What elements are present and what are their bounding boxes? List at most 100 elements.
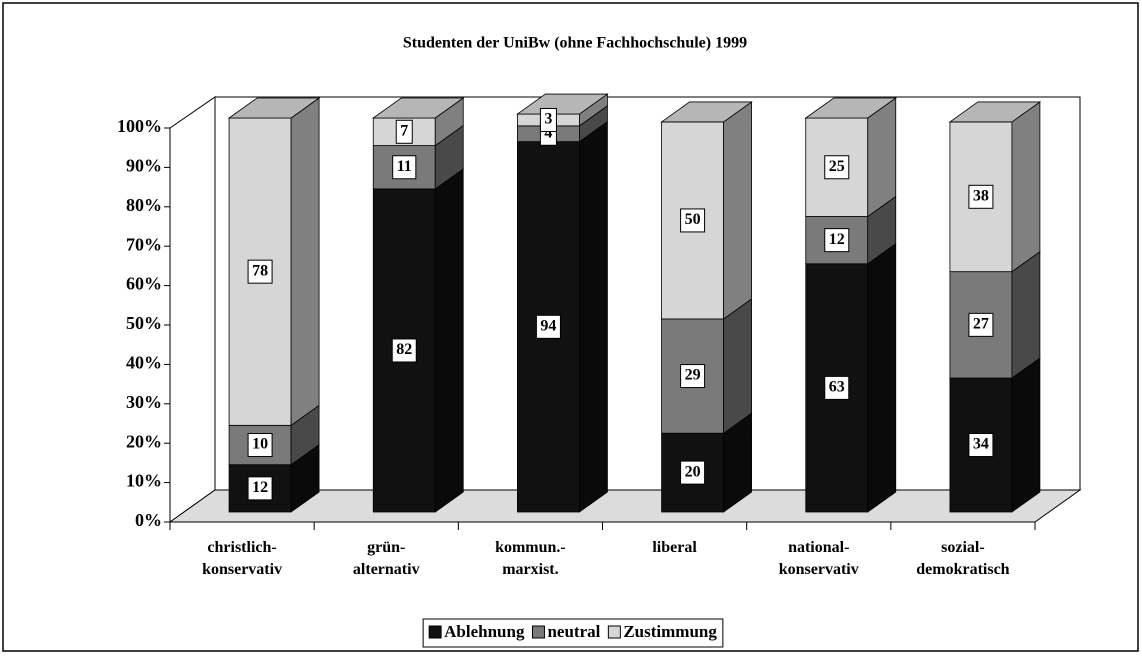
y-tick-label: 80%	[126, 195, 162, 215]
data-label: 34	[968, 433, 994, 458]
data-label: 7	[395, 119, 413, 144]
data-label-text: 12	[829, 231, 845, 248]
data-label-box	[539, 107, 557, 132]
data-label-text: 82	[396, 341, 412, 358]
y-tick-label: 30%	[126, 392, 162, 412]
chart-title: Studenten der UniBw (ohne Fachhochschule…	[403, 35, 747, 52]
data-label: 12	[247, 476, 273, 501]
data-label: 10	[247, 433, 273, 458]
y-tick-label: 20%	[126, 431, 162, 451]
data-label-text: 38	[973, 187, 989, 204]
data-label-text: 7	[400, 122, 408, 139]
data-label-box	[247, 433, 273, 458]
bar-side	[1011, 250, 1041, 379]
bar-top	[227, 97, 321, 119]
data-label-box	[395, 119, 413, 144]
bar-top	[804, 97, 897, 119]
bar-segment	[804, 97, 897, 218]
bar-side	[723, 298, 752, 434]
data-label: 94	[535, 314, 561, 339]
y-tick-label: 40%	[126, 353, 162, 373]
bar-segment	[372, 168, 464, 513]
data-label-box	[968, 312, 994, 337]
data-label-text: 4	[544, 124, 552, 141]
bar-side	[290, 97, 320, 427]
bar-segment	[660, 101, 753, 320]
data-label: 12	[824, 228, 850, 253]
data-label-box	[247, 259, 273, 284]
legend: Ablehnung neutral Zustimmung	[428, 622, 717, 641]
y-tick-label: 0%	[135, 510, 162, 530]
bar-side	[867, 97, 897, 218]
data-label-text: 94	[540, 317, 556, 334]
x-tick-label: kommun.-marxist.	[495, 539, 566, 578]
data-label-box	[680, 364, 706, 389]
x-tick-label: liberal	[652, 539, 697, 556]
data-label-text: 63	[829, 379, 845, 396]
bar-side	[867, 243, 897, 513]
x-tick-label: national-konservativ	[779, 539, 859, 578]
y-tick-label: 100%	[117, 116, 162, 136]
side-wall	[169, 96, 216, 523]
data-label-text: 12	[252, 479, 268, 496]
data-label: 27	[968, 312, 994, 337]
data-label-text: 34	[973, 436, 989, 453]
data-label: 25	[824, 155, 850, 180]
data-label: 82	[391, 338, 417, 363]
bar-top	[372, 97, 465, 119]
bar-side	[1011, 101, 1041, 273]
legend-label: Ablehnung	[444, 622, 525, 641]
legend-swatch	[428, 625, 442, 639]
data-label-text: 78	[252, 262, 268, 279]
y-tick-label: 90%	[126, 156, 162, 176]
y-tick-label: 70%	[126, 234, 162, 254]
data-label-text: 25	[829, 158, 845, 175]
bar-side	[579, 120, 608, 513]
data-label: 50	[680, 208, 706, 233]
data-label-text: 11	[397, 158, 412, 175]
bar-segment	[661, 298, 752, 434]
bar-segment	[227, 97, 321, 427]
data-label-box	[247, 476, 273, 501]
x-tick-label: christlich-konservativ	[202, 539, 282, 578]
data-label: 3	[539, 107, 557, 132]
y-tick-label: 50%	[126, 313, 162, 333]
data-label-text: 50	[685, 211, 701, 228]
bar-top	[660, 101, 753, 123]
data-label-box	[824, 228, 850, 253]
data-label-box	[535, 314, 561, 339]
bar-top	[948, 101, 1042, 123]
data-label: 38	[968, 184, 994, 209]
legend-label: neutral	[547, 622, 600, 641]
y-tick-label: 60%	[126, 274, 162, 294]
legend-swatch	[531, 625, 545, 639]
bar-segment	[517, 120, 608, 513]
data-label-box	[968, 184, 994, 209]
data-label-box	[824, 375, 850, 400]
legend-swatch	[607, 625, 621, 639]
data-label-box	[824, 155, 850, 180]
y-tick-label: 10%	[126, 471, 162, 491]
legend-box	[422, 618, 724, 648]
data-label-box	[392, 155, 417, 180]
data-label-box	[968, 433, 994, 458]
data-label: 78	[247, 259, 273, 284]
data-label: 63	[824, 375, 850, 400]
data-label-text: 29	[685, 367, 701, 384]
x-tick-label: grün-alternativ	[353, 539, 420, 578]
data-label: 11	[392, 155, 417, 180]
bar-segment	[948, 101, 1042, 273]
data-label-box	[680, 208, 706, 233]
bar-segment	[805, 243, 897, 513]
data-label-box	[391, 338, 417, 363]
bar-side	[1011, 357, 1041, 513]
data-label-text: 27	[973, 316, 989, 333]
data-label-box	[680, 460, 706, 485]
data-label-text: 20	[685, 463, 701, 480]
data-label: 29	[680, 364, 706, 389]
bar-side	[723, 101, 752, 320]
legend-label: Zustimmung	[623, 622, 717, 641]
data-label: 20	[680, 460, 706, 485]
bar-segment	[949, 357, 1041, 513]
